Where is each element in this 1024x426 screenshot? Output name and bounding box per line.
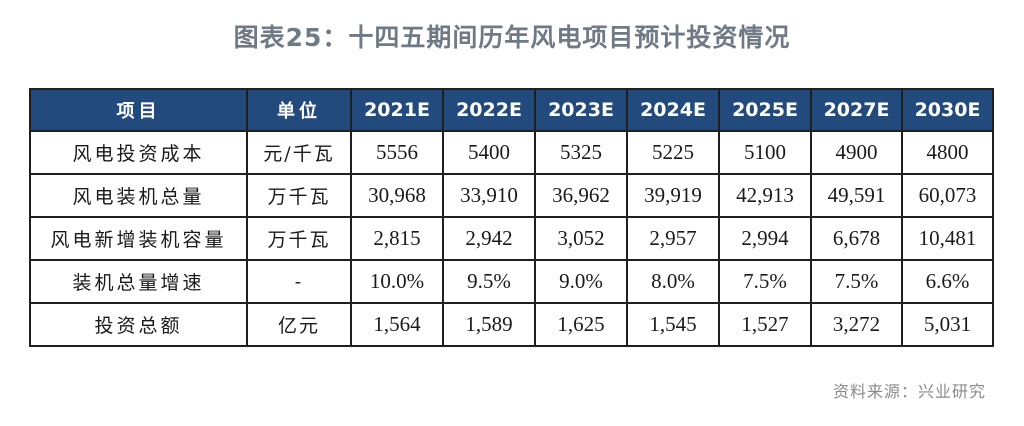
value-cell: 5100 <box>718 130 812 175</box>
value-cell: 10,481 <box>901 216 994 261</box>
value-cell: 7.5% <box>718 259 812 304</box>
value-cell: 5225 <box>626 130 720 175</box>
value-cell: 2,815 <box>350 216 444 261</box>
table-row: 风电新增装机容量 万千瓦 2,815 2,942 3,052 2,957 2,9… <box>29 216 994 261</box>
header-item: 项目 <box>29 88 248 132</box>
value-cell: 2,942 <box>442 216 536 261</box>
value-cell: 5400 <box>442 130 536 175</box>
value-cell: 1,589 <box>442 302 536 347</box>
value-cell: 6.6% <box>901 259 994 304</box>
value-cell: 6,678 <box>810 216 903 261</box>
unit-cell: 万千瓦 <box>246 173 352 218</box>
value-cell: 39,919 <box>626 173 720 218</box>
row-label: 风电投资成本 <box>29 130 248 175</box>
value-cell: 9.0% <box>534 259 628 304</box>
value-cell: 9.5% <box>442 259 536 304</box>
table-row: 风电投资成本 元/千瓦 5556 5400 5325 5225 5100 490… <box>29 130 994 175</box>
value-cell: 2,957 <box>626 216 720 261</box>
header-year: 2021E <box>350 88 444 132</box>
header-year: 2025E <box>718 88 812 132</box>
row-label: 风电新增装机容量 <box>29 216 248 261</box>
row-label: 风电装机总量 <box>29 173 248 218</box>
value-cell: 2,994 <box>718 216 812 261</box>
value-cell: 42,913 <box>718 173 812 218</box>
value-cell: 7.5% <box>810 259 903 304</box>
row-label: 投资总额 <box>29 302 248 347</box>
chart-title: 图表25：十四五期间历年风电项目预计投资情况 <box>233 23 791 52</box>
header-year: 2030E <box>901 88 994 132</box>
value-cell: 49,591 <box>810 173 903 218</box>
unit-cell: 亿元 <box>246 302 352 347</box>
value-cell: 4900 <box>810 130 903 175</box>
value-cell: 3,052 <box>534 216 628 261</box>
value-cell: 3,272 <box>810 302 903 347</box>
header-year: 2022E <box>442 88 536 132</box>
row-label: 装机总量增速 <box>29 259 248 304</box>
header-unit: 单位 <box>246 88 352 132</box>
value-cell: 60,073 <box>901 173 994 218</box>
unit-cell: 万千瓦 <box>246 216 352 261</box>
value-cell: 5556 <box>350 130 444 175</box>
table-row: 投资总额 亿元 1,564 1,589 1,625 1,545 1,527 3,… <box>29 302 994 347</box>
value-cell: 1,545 <box>626 302 720 347</box>
value-cell: 4800 <box>901 130 994 175</box>
table-row: 装机总量增速 - 10.0% 9.5% 9.0% 8.0% 7.5% 7.5% … <box>29 259 994 304</box>
unit-cell: - <box>246 259 352 304</box>
value-cell: 8.0% <box>626 259 720 304</box>
header-year: 2024E <box>626 88 720 132</box>
header-year: 2023E <box>534 88 628 132</box>
table-header-row: 项目 单位 2021E 2022E 2023E 2024E 2025E 2027… <box>29 88 994 132</box>
value-cell: 1,527 <box>718 302 812 347</box>
value-cell: 1,564 <box>350 302 444 347</box>
header-year: 2027E <box>810 88 903 132</box>
value-cell: 5325 <box>534 130 628 175</box>
value-cell: 10.0% <box>350 259 444 304</box>
value-cell: 33,910 <box>442 173 536 218</box>
value-cell: 36,962 <box>534 173 628 218</box>
value-cell: 5,031 <box>901 302 994 347</box>
value-cell: 1,625 <box>534 302 628 347</box>
value-cell: 30,968 <box>350 173 444 218</box>
table-row: 风电装机总量 万千瓦 30,968 33,910 36,962 39,919 4… <box>29 173 994 218</box>
source-note: 资料来源：兴业研究 <box>832 382 986 401</box>
investment-table: 项目 单位 2021E 2022E 2023E 2024E 2025E 2027… <box>29 88 994 347</box>
unit-cell: 元/千瓦 <box>246 130 352 175</box>
